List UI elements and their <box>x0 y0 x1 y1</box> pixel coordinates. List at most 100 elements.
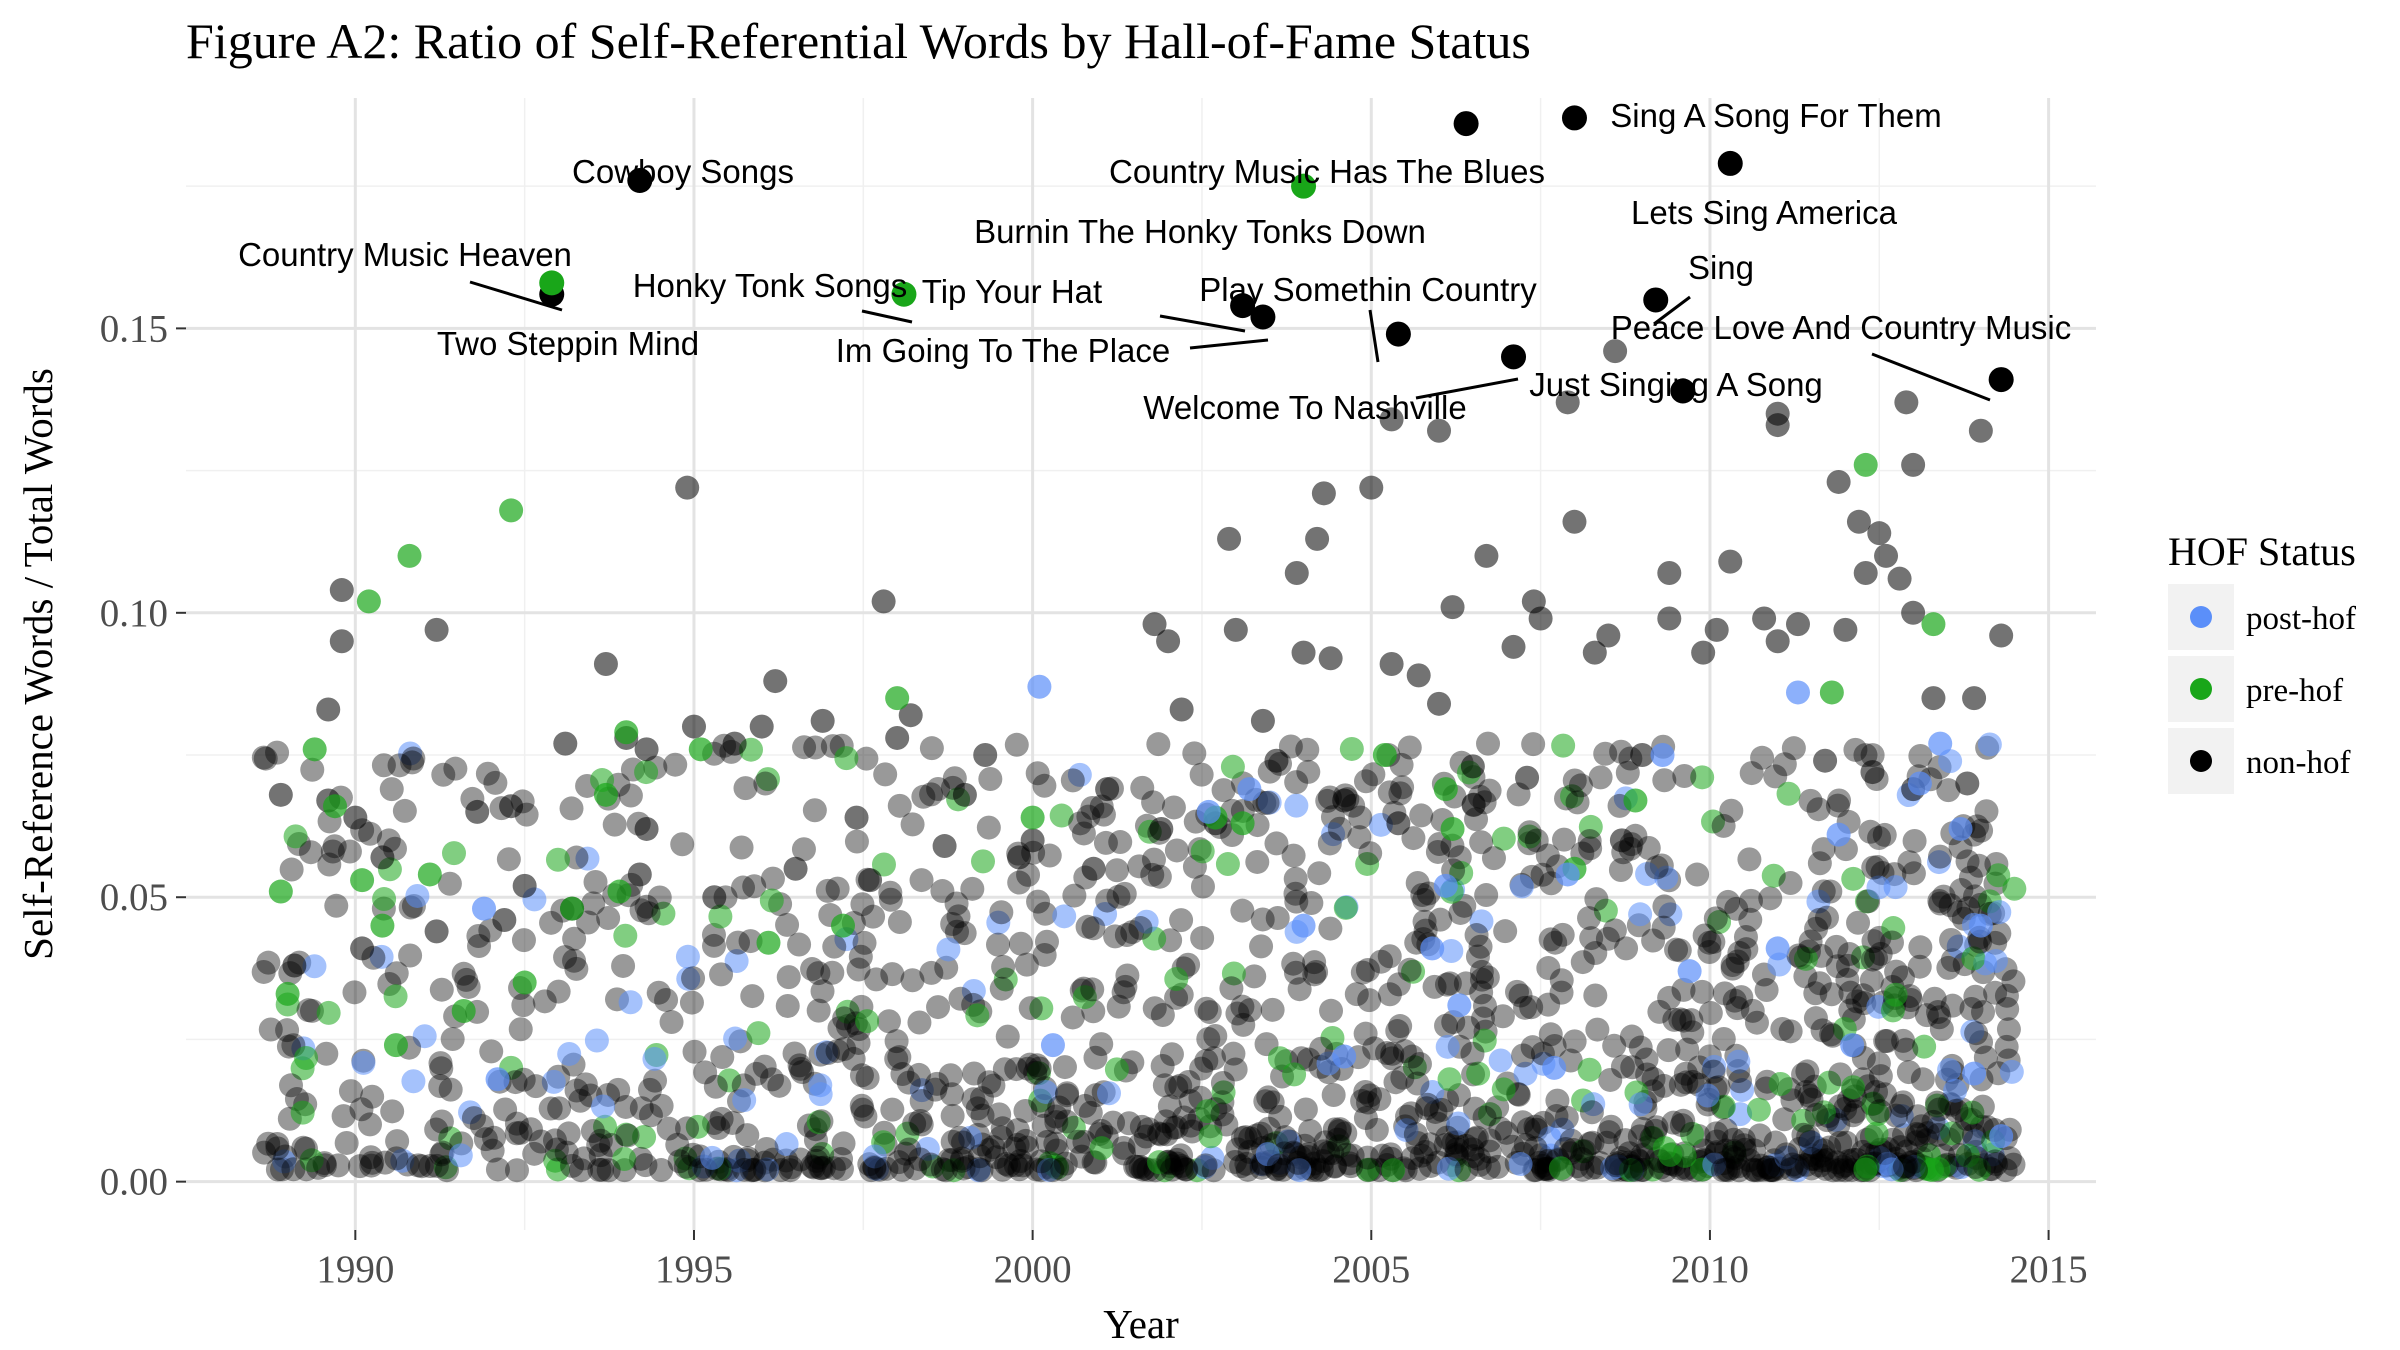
point-cloud <box>568 1088 593 1113</box>
point-cloud <box>314 1041 339 1066</box>
point-cloud <box>1509 874 1534 899</box>
point-cloud <box>934 955 959 980</box>
point-cloud <box>1401 826 1426 851</box>
point-cloud <box>1353 769 1378 794</box>
point-cloud <box>938 1063 963 1088</box>
point-cloud <box>429 1109 454 1134</box>
point-cloud <box>969 1158 994 1183</box>
x-tick-label: 2010 <box>1671 1248 1749 1291</box>
point-cloud <box>1804 1102 1829 1127</box>
point-cloud <box>1955 849 1980 874</box>
point-cloud <box>1680 1121 1705 1146</box>
point-cloud <box>809 1156 834 1181</box>
point-cloud <box>1325 1127 1350 1152</box>
point-cloud <box>290 1100 315 1125</box>
point-cloud <box>1284 793 1309 818</box>
point-cloud <box>2002 876 2027 901</box>
point-cloud <box>1914 1003 1939 1028</box>
point-cloud <box>735 1123 760 1148</box>
point-cloud <box>1101 1110 1126 1135</box>
point-cloud <box>1701 929 1726 954</box>
point-cloud <box>1926 999 1951 1024</box>
point-cloud <box>725 930 750 955</box>
point-cloud <box>1388 1014 1413 1039</box>
legend-label: non-hof <box>2246 745 2350 781</box>
point-cloud <box>1656 1038 1681 1063</box>
point-cloud <box>556 1121 581 1146</box>
point-cloud <box>841 1046 866 1071</box>
point-cloud <box>338 1079 363 1104</box>
point-cloud <box>1549 980 1574 1005</box>
point-cloud <box>493 1097 518 1122</box>
point-cloud <box>1357 988 1382 1013</box>
point-pre-hof <box>560 896 585 921</box>
point-non-hof <box>1169 697 1194 722</box>
point-cloud <box>503 1070 528 1095</box>
point-cloud <box>281 1157 306 1182</box>
point-cloud <box>733 776 758 801</box>
point-cloud <box>1153 1109 1178 1134</box>
point-cloud <box>1362 1036 1387 1061</box>
point-cloud <box>1732 1137 1757 1162</box>
point-cloud <box>437 871 462 896</box>
point-cloud <box>1524 828 1549 853</box>
point-cloud <box>1861 929 1886 954</box>
point-cloud <box>709 962 734 987</box>
point-cloud <box>628 1146 653 1171</box>
point-cloud <box>1697 940 1722 965</box>
point-cloud <box>804 1148 829 1173</box>
point-cloud <box>1194 1048 1219 1073</box>
point-cloud <box>1527 1150 1552 1175</box>
point-cloud <box>752 1158 777 1183</box>
point-cloud <box>994 1151 1019 1176</box>
point-cloud <box>1466 1146 1491 1171</box>
point-cloud <box>1517 820 1542 845</box>
point-cloud <box>895 1121 920 1146</box>
point-non-hof <box>1515 765 1540 790</box>
point-cloud <box>1841 1075 1866 1100</box>
point-cloud <box>1141 847 1166 872</box>
point-cloud <box>1947 1143 1972 1168</box>
point-cloud <box>508 1120 533 1145</box>
point-cloud <box>251 959 276 984</box>
point-cloud <box>596 1158 621 1183</box>
point-pre-hof <box>614 720 639 745</box>
point-non-hof <box>329 629 354 654</box>
point-cloud <box>1147 1121 1172 1146</box>
point-cloud <box>1746 1097 1771 1122</box>
point-cloud <box>583 870 608 895</box>
point-non-hof <box>1501 634 1526 659</box>
point-cloud <box>732 1088 757 1113</box>
point-cloud <box>925 1071 950 1096</box>
point-cloud <box>1807 1153 1832 1178</box>
point-non-hof <box>1887 566 1912 591</box>
point-cloud <box>1647 999 1672 1024</box>
point-cloud <box>915 1136 940 1161</box>
point-cloud <box>1798 929 1823 954</box>
point-cloud <box>1778 871 1803 896</box>
labeled-point <box>1643 287 1669 313</box>
point-cloud <box>1007 1157 1032 1182</box>
point-cloud <box>1583 983 1608 1008</box>
point-cloud <box>1013 1098 1038 1123</box>
point-cloud <box>1671 1108 1696 1133</box>
point-cloud <box>884 1029 909 1054</box>
point-cloud <box>1414 1096 1439 1121</box>
point-cloud <box>1738 907 1763 932</box>
point-cloud <box>1161 1115 1186 1140</box>
point-cloud <box>1577 829 1602 854</box>
labeled-point <box>1670 378 1696 404</box>
point-cloud <box>1306 1158 1331 1183</box>
point-cloud <box>853 1104 878 1129</box>
point-cloud <box>1865 854 1890 879</box>
point-post-hof <box>1027 674 1052 699</box>
point-cloud <box>1658 1142 1683 1167</box>
point-cloud <box>371 753 396 778</box>
point-cloud <box>1164 838 1189 863</box>
point-cloud <box>398 741 423 766</box>
point-cloud <box>880 962 905 987</box>
point-pre-hof <box>417 862 442 887</box>
legend-swatch <box>2190 750 2212 772</box>
point-cloud <box>724 949 749 974</box>
point-cloud <box>1707 910 1732 935</box>
